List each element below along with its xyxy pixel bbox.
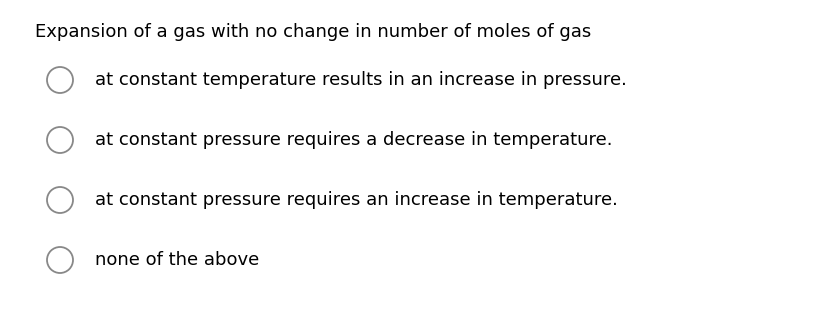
Text: at constant pressure requires a decrease in temperature.: at constant pressure requires a decrease… — [95, 131, 612, 149]
Text: at constant temperature results in an increase in pressure.: at constant temperature results in an in… — [95, 71, 627, 89]
Text: at constant pressure requires an increase in temperature.: at constant pressure requires an increas… — [95, 191, 618, 209]
Text: Expansion of a gas with no change in number of moles of gas: Expansion of a gas with no change in num… — [35, 23, 592, 41]
Text: none of the above: none of the above — [95, 251, 260, 269]
